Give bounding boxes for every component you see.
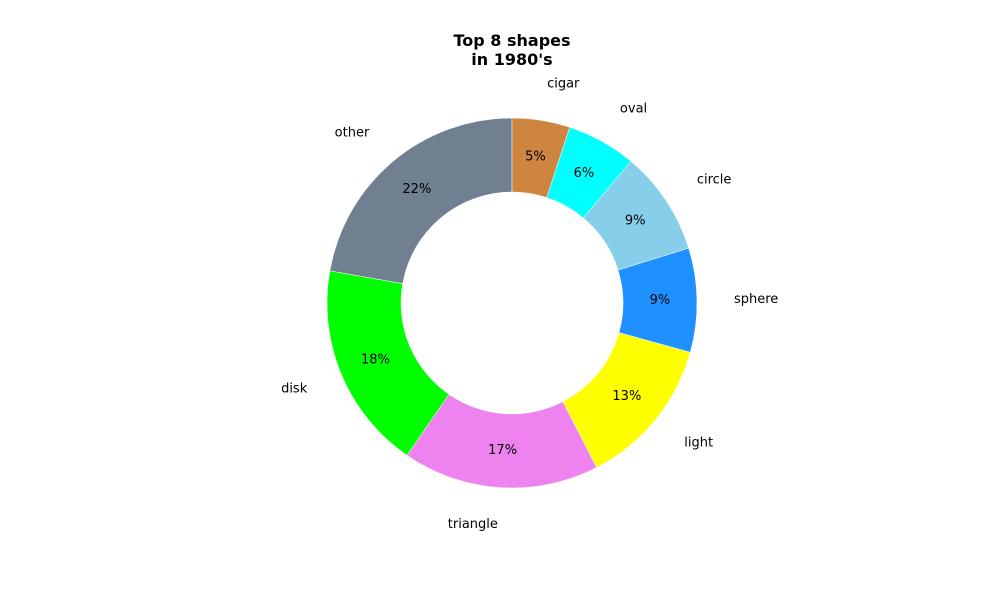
percent-label-disk: 18% (361, 353, 390, 368)
slices-group (326, 117, 698, 489)
slice-label-triangle: triangle (448, 517, 498, 532)
slice-label-light: light (684, 435, 713, 450)
percent-label-sphere: 9% (650, 293, 671, 308)
percent-label-circle: 9% (625, 214, 646, 229)
percent-label-other: 22% (402, 182, 431, 197)
labels-group: other 22% disk 18% triangle 17% light 13% sphere… (281, 76, 778, 532)
slice-label-oval: oval (620, 102, 647, 117)
percent-label-oval: 6% (574, 166, 595, 181)
slice-cigar (511, 117, 571, 198)
slice-label-sphere: sphere (734, 292, 778, 307)
slice-label-disk: disk (281, 381, 308, 396)
slice-other (329, 117, 513, 285)
chart-title: Top 8 shapes in 1980's (453, 31, 570, 69)
percent-label-triangle: 17% (488, 443, 517, 458)
slice-label-other: other (335, 125, 370, 140)
slice-label-cigar: cigar (547, 76, 580, 91)
percent-label-cigar: 5% (525, 149, 546, 164)
percent-label-light: 13% (612, 389, 641, 404)
slice-label-circle: circle (697, 173, 732, 188)
